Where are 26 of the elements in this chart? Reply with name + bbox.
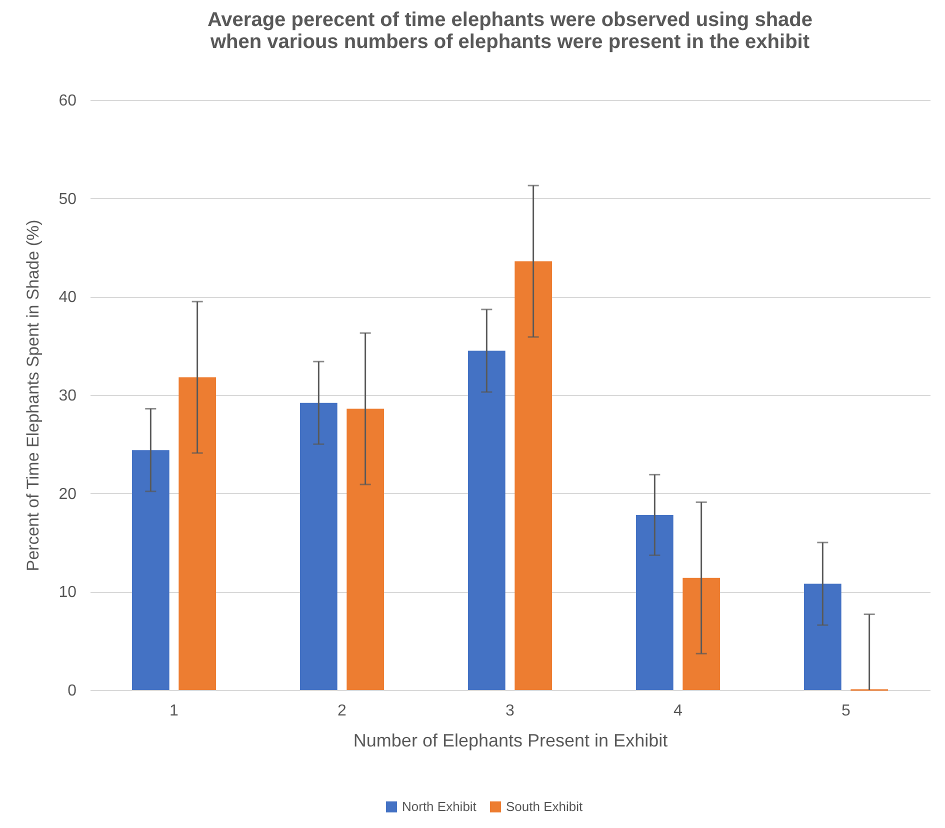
y-tick-label: 30	[58, 388, 77, 404]
x-tick-label: 1	[170, 702, 179, 720]
y-tick-label: 10	[58, 584, 77, 602]
bar	[514, 261, 552, 690]
bar	[132, 450, 170, 690]
bar	[178, 377, 216, 690]
bar	[682, 578, 720, 690]
x-tick-label: 5	[842, 702, 851, 720]
chart-title: Average perecent of time elephants were observed using shade when various numbers of elephants were present in the exhibit	[207, 9, 813, 53]
y-tick-label: 60	[58, 92, 77, 110]
bar	[804, 584, 842, 690]
bar	[636, 514, 674, 690]
y-tick-label: 20	[58, 486, 77, 503]
legend-label: North Exhibit	[402, 798, 477, 814]
x-tick-label: 3	[506, 702, 515, 720]
y-tick-label: 40	[58, 289, 77, 306]
bar	[346, 408, 384, 690]
legend-label: South Exhibit	[506, 798, 583, 814]
y-tick-label: 50	[58, 190, 77, 208]
x-tick-label: 2	[338, 702, 347, 720]
bar	[300, 402, 338, 690]
y-axis-title: Percent of Time Elephants Spent in Shade (%)	[24, 220, 43, 572]
x-tick-label: 4	[674, 702, 683, 720]
x-axis-title: Number of Elephants Present in Exhibit	[353, 730, 668, 750]
y-tick-label: 0	[68, 682, 77, 700]
bar	[468, 350, 506, 690]
